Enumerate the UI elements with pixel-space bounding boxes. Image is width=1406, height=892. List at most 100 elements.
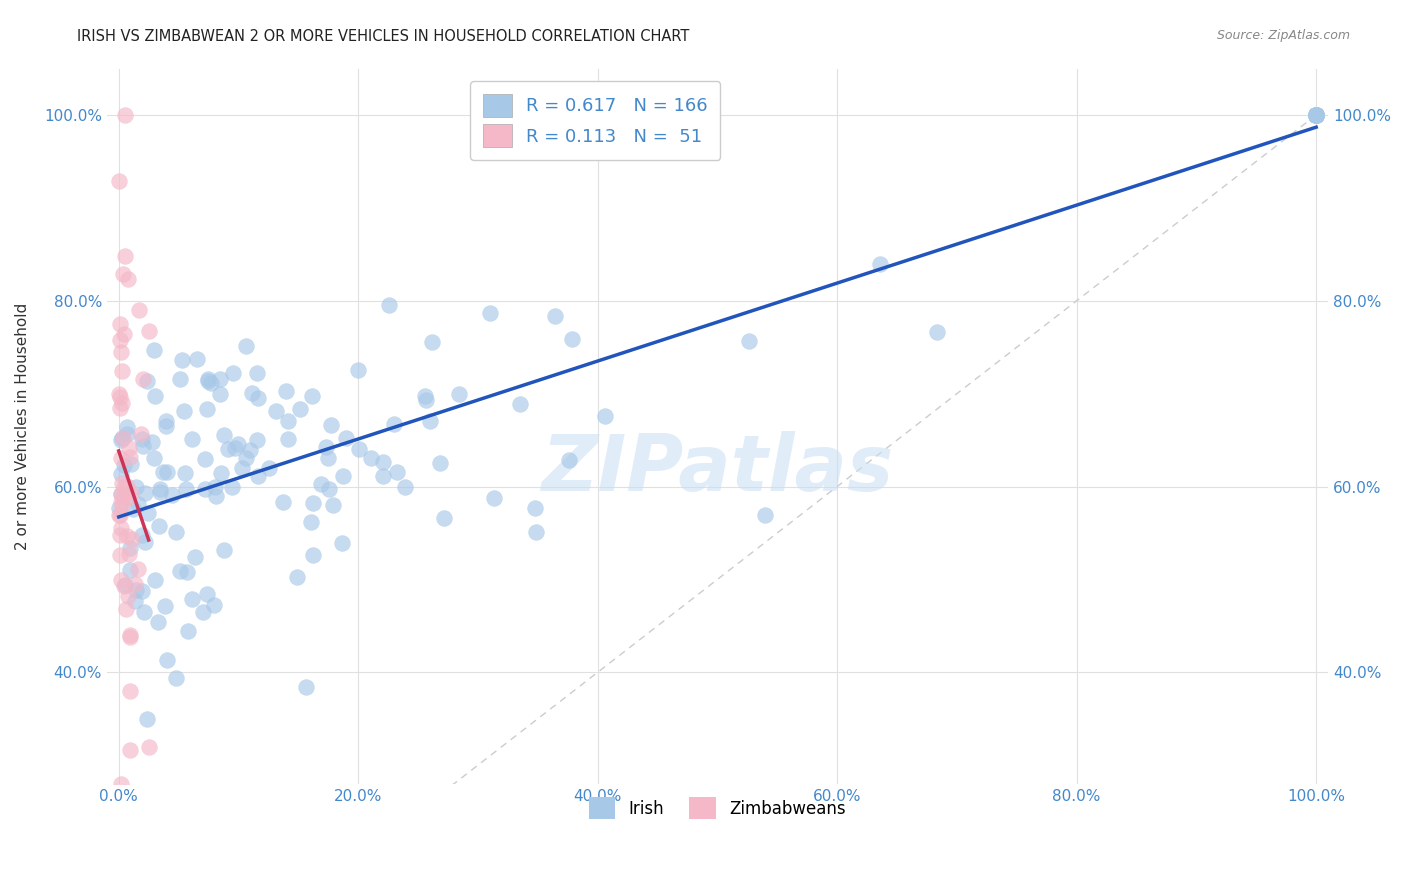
Point <box>125 480 148 494</box>
Point <box>108 527 131 541</box>
Point <box>335 430 357 444</box>
Point <box>127 497 149 511</box>
Point <box>561 332 583 346</box>
Point <box>526 525 548 540</box>
Point <box>288 401 311 416</box>
Point <box>155 414 177 428</box>
Point <box>738 334 761 348</box>
Point <box>869 256 891 270</box>
Point <box>118 547 141 561</box>
Point <box>419 414 441 428</box>
Point <box>1305 108 1327 122</box>
Point <box>523 501 546 516</box>
Point <box>115 427 138 442</box>
Point <box>108 508 131 522</box>
Point <box>1305 108 1327 122</box>
Point <box>415 392 437 407</box>
Point <box>117 272 139 286</box>
Point <box>394 480 416 494</box>
Point <box>148 518 170 533</box>
Point <box>1305 108 1327 122</box>
Point <box>271 495 294 509</box>
Point <box>117 589 139 603</box>
Point <box>1305 108 1327 122</box>
Point <box>202 598 225 612</box>
Point <box>1305 108 1327 122</box>
Point <box>1305 108 1327 122</box>
Point <box>110 450 132 465</box>
Point <box>143 388 166 402</box>
Point <box>322 498 344 512</box>
Point <box>156 465 179 479</box>
Point <box>108 549 131 563</box>
Point <box>1305 108 1327 122</box>
Point <box>115 601 138 615</box>
Point <box>110 495 132 509</box>
Point <box>301 389 323 403</box>
Point <box>332 469 354 483</box>
Y-axis label: 2 or more Vehicles in Household: 2 or more Vehicles in Household <box>15 302 30 549</box>
Point <box>135 712 157 726</box>
Point <box>212 543 235 558</box>
Point <box>118 628 141 642</box>
Point <box>197 371 219 385</box>
Point <box>108 401 131 415</box>
Point <box>114 108 136 122</box>
Point <box>114 249 136 263</box>
Point <box>134 534 156 549</box>
Point <box>117 419 139 434</box>
Point <box>544 309 567 323</box>
Point <box>174 467 197 481</box>
Point <box>360 451 382 466</box>
Point <box>195 402 218 417</box>
Point <box>155 418 177 433</box>
Point <box>482 491 505 505</box>
Point <box>1305 108 1327 122</box>
Point <box>193 452 215 467</box>
Point <box>330 536 353 550</box>
Point <box>127 562 149 576</box>
Point <box>134 485 156 500</box>
Point <box>176 565 198 579</box>
Point <box>186 352 208 367</box>
Point <box>239 442 262 457</box>
Point <box>509 397 531 411</box>
Point <box>274 384 297 398</box>
Point <box>112 480 135 494</box>
Point <box>136 506 159 520</box>
Point <box>1305 108 1327 122</box>
Point <box>925 325 948 339</box>
Point <box>110 431 132 445</box>
Text: IRISH VS ZIMBABWEAN 2 OR MORE VEHICLES IN HOUSEHOLD CORRELATION CHART: IRISH VS ZIMBABWEAN 2 OR MORE VEHICLES I… <box>77 29 690 44</box>
Point <box>110 433 132 447</box>
Point <box>197 374 219 388</box>
Point <box>1305 108 1327 122</box>
Point <box>111 431 134 445</box>
Point <box>114 578 136 592</box>
Point <box>1305 108 1327 122</box>
Point <box>433 511 456 525</box>
Point <box>131 432 153 446</box>
Point <box>221 479 243 493</box>
Point <box>1305 108 1327 122</box>
Point <box>132 605 155 619</box>
Point <box>181 592 204 607</box>
Point <box>264 404 287 418</box>
Point <box>131 528 153 542</box>
Point <box>193 605 215 619</box>
Point <box>153 599 176 614</box>
Point <box>125 582 148 597</box>
Point <box>111 499 134 513</box>
Point <box>118 684 141 698</box>
Point <box>165 524 187 539</box>
Point <box>111 475 134 490</box>
Point <box>181 432 204 446</box>
Point <box>108 174 131 188</box>
Point <box>1305 108 1327 122</box>
Point <box>110 521 132 535</box>
Point <box>112 490 135 504</box>
Point <box>136 375 159 389</box>
Point <box>209 467 232 481</box>
Point <box>141 434 163 449</box>
Point <box>143 574 166 588</box>
